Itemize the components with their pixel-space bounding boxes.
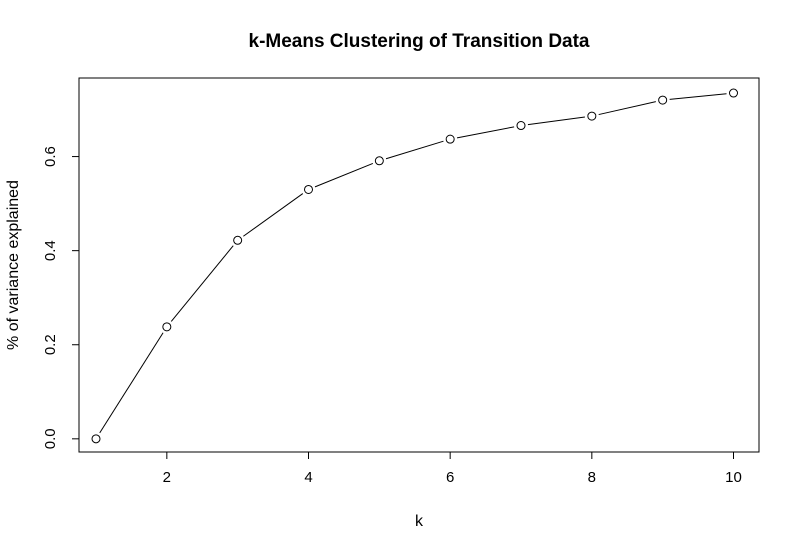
series-line-segment — [170, 245, 234, 322]
series-line-segment — [314, 162, 374, 188]
y-axis: 0.0 0.2 0.4 0.6 — [42, 146, 79, 449]
y-tick-label: 0.6 — [42, 146, 59, 167]
data-point — [304, 184, 313, 194]
data-point — [91, 434, 101, 444]
data-point — [516, 121, 526, 131]
y-tick-label: 0.2 — [42, 334, 59, 355]
x-axis: 2 4 6 8 10 — [163, 452, 742, 486]
plot-frame — [78, 77, 760, 453]
data-point — [233, 235, 243, 245]
x-tick-label: 2 — [163, 469, 171, 486]
y-axis-label: % of variance explained — [5, 180, 22, 350]
y-tick-label: 0.4 — [42, 240, 59, 261]
series-line-segment — [669, 93, 727, 100]
data-point — [445, 134, 455, 144]
series-line-segment — [385, 140, 444, 160]
data-point — [162, 322, 172, 332]
x-axis-label: k — [415, 513, 424, 530]
data-point — [658, 95, 668, 105]
series-line-segment — [527, 116, 585, 126]
y-tick-label: 0.0 — [42, 428, 59, 449]
x-tick-label: 4 — [304, 469, 312, 486]
x-tick-label: 8 — [588, 469, 596, 486]
chart-title: k-Means Clustering of Transition Data — [249, 31, 590, 52]
x-tick-label: 6 — [446, 469, 454, 486]
series-line-segment — [243, 193, 304, 237]
x-tick-label: 10 — [725, 469, 742, 486]
series-line-segment — [598, 101, 656, 116]
series-line-segment — [456, 126, 515, 139]
data-point — [587, 111, 597, 121]
data-point — [374, 156, 384, 166]
series-line-segment — [99, 332, 164, 434]
series-group — [91, 88, 738, 444]
data-point — [729, 88, 738, 98]
